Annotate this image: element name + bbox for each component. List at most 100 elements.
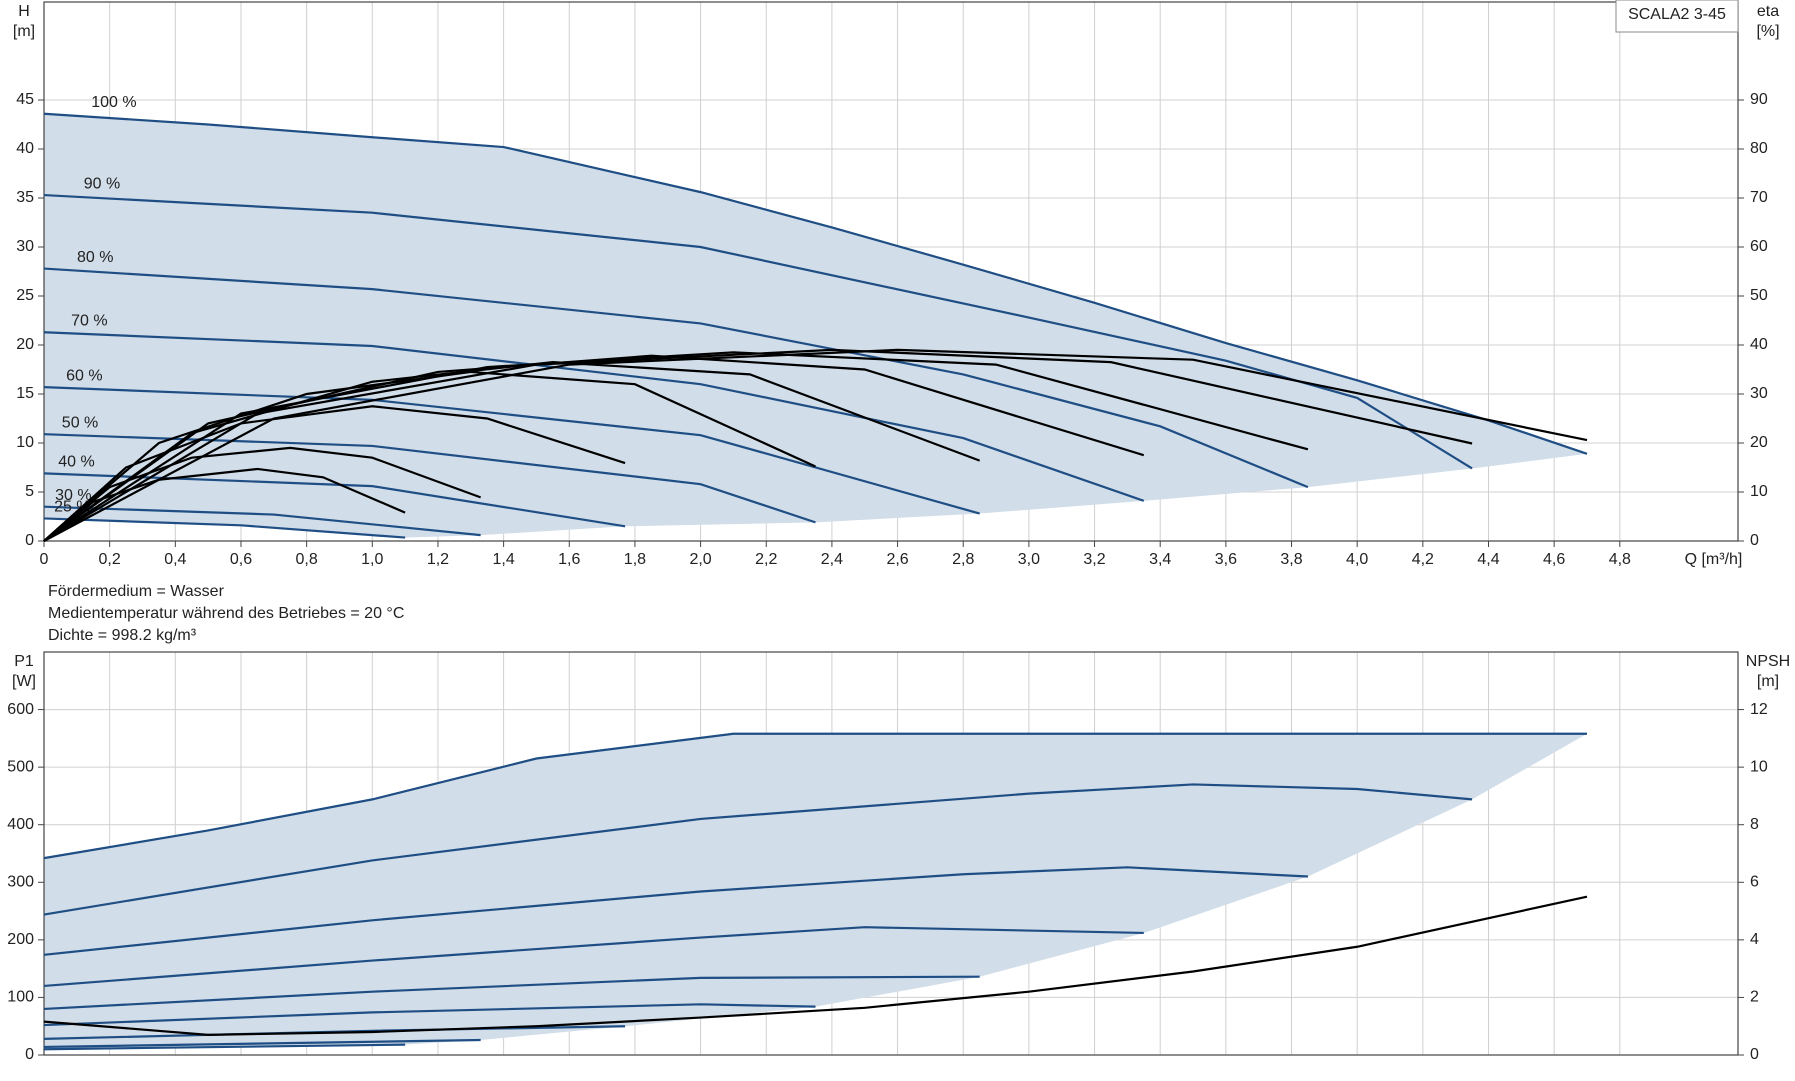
operating-range (44, 733, 1587, 1050)
curve (43, 866, 1308, 956)
y2-axis-title: [m] (1757, 673, 1779, 690)
y2-tick-label: 12 (1750, 701, 1768, 718)
x-tick-label: 3,8 (1280, 551, 1302, 568)
y2-tick-label: 50 (1750, 287, 1768, 304)
y-tick-label: 0 (25, 532, 34, 549)
curve (43, 1025, 626, 1040)
y2-tick-label: 10 (1750, 483, 1768, 500)
y2-tick-label: 40 (1750, 336, 1768, 353)
y-tick-label: 200 (7, 931, 34, 948)
x-tick-label: 1,2 (427, 551, 449, 568)
y-tick-label: 35 (16, 189, 34, 206)
x-tick-label: 0,2 (99, 551, 121, 568)
plot-frame (43, 651, 1739, 1056)
x-tick-label: 2,6 (886, 551, 908, 568)
y2-axis-title: eta (1757, 3, 1779, 20)
x-tick-label: 3,2 (1083, 551, 1105, 568)
curve-label: 60 % (66, 367, 102, 384)
x-tick-label: 4,8 (1609, 551, 1631, 568)
y2-tick-label: 70 (1750, 189, 1768, 206)
y-tick-label: 300 (7, 874, 34, 891)
curve (43, 112, 1588, 455)
y-tick-label: 20 (16, 336, 34, 353)
y-axis-title: [W] (12, 673, 36, 690)
curve (43, 975, 980, 1011)
x-tick-label: 0 (40, 551, 49, 568)
y2-axis-title: NPSH (1746, 653, 1790, 670)
curve (43, 1003, 816, 1027)
curve (43, 446, 482, 542)
x-tick-label: 4,2 (1412, 551, 1434, 568)
x-tick-label: 0,4 (164, 551, 186, 568)
y2-tick-label: 6 (1750, 874, 1759, 891)
x-tick-label: 0,6 (230, 551, 252, 568)
x-tick-label: 2,0 (689, 551, 711, 568)
curve (43, 895, 1588, 1036)
curve (43, 517, 406, 539)
y2-tick-label: 4 (1750, 931, 1759, 948)
curve (43, 783, 1473, 916)
x-tick-label: 1,6 (558, 551, 580, 568)
y-tick-label: 5 (25, 483, 34, 500)
y2-tick-label: 90 (1750, 91, 1768, 108)
curve (43, 331, 1145, 502)
x-tick-label: 3,6 (1215, 551, 1237, 568)
x-tick-label: 0,8 (296, 551, 318, 568)
y-tick-label: 0 (25, 1046, 34, 1063)
curve (43, 405, 626, 542)
y-tick-label: 25 (16, 287, 34, 304)
y-tick-label: 10 (16, 434, 34, 451)
y2-tick-label: 8 (1750, 816, 1759, 833)
x-tick-label: 3,0 (1018, 551, 1040, 568)
curve (43, 433, 816, 524)
y2-tick-label: 20 (1750, 434, 1768, 451)
curve (43, 505, 481, 537)
y2-tick-label: 80 (1750, 140, 1768, 157)
note: Medientemperatur während des Betriebes =… (48, 605, 404, 622)
curve-label: 80 % (77, 249, 113, 266)
y2-axis-title: [%] (1756, 23, 1779, 40)
note: Dichte = 998.2 kg/m³ (48, 627, 197, 644)
x-axis-title: Q [m³/h] (1685, 551, 1743, 568)
y2-tick-label: 0 (1750, 1046, 1759, 1063)
x-tick-label: 3,4 (1149, 551, 1171, 568)
curve-label: 90 % (84, 175, 120, 192)
curve (43, 1038, 481, 1049)
y-tick-label: 15 (16, 385, 34, 402)
curve (43, 467, 406, 542)
x-tick-label: 2,2 (755, 551, 777, 568)
y-tick-label: 100 (7, 989, 34, 1006)
curve (43, 193, 1473, 470)
x-tick-label: 2,4 (821, 551, 843, 568)
y-axis-title: [m] (13, 23, 35, 40)
curve (43, 1043, 406, 1051)
y2-tick-label: 2 (1750, 989, 1759, 1006)
note: Fördermedium = Wasser (48, 583, 225, 600)
x-tick-label: 1,4 (492, 551, 514, 568)
x-tick-label: 1,0 (361, 551, 383, 568)
curve (43, 370, 816, 542)
y-tick-label: 600 (7, 701, 34, 718)
y2-tick-label: 30 (1750, 385, 1768, 402)
y2-tick-label: 0 (1750, 532, 1759, 549)
x-tick-label: 1,8 (624, 551, 646, 568)
y-axis-title: H (18, 3, 30, 20)
y-tick-label: 400 (7, 816, 34, 833)
model-label: SCALA2 3-45 (1628, 6, 1726, 23)
x-tick-label: 4,4 (1477, 551, 1499, 568)
curve-label: 70 % (71, 312, 107, 329)
curve (43, 348, 1588, 542)
y-tick-label: 30 (16, 238, 34, 255)
y-tick-label: 45 (16, 91, 34, 108)
x-tick-label: 4,0 (1346, 551, 1368, 568)
plot-frame (43, 1, 1739, 542)
x-tick-label: 4,6 (1543, 551, 1565, 568)
y2-tick-label: 60 (1750, 238, 1768, 255)
curve (43, 732, 1587, 860)
curve (43, 926, 1144, 988)
y-axis-title: P1 (14, 653, 34, 670)
y-tick-label: 500 (7, 758, 34, 775)
curve-label: 100 % (91, 94, 136, 111)
y2-tick-label: 10 (1750, 758, 1768, 775)
curve-label: 30 % (55, 487, 91, 504)
